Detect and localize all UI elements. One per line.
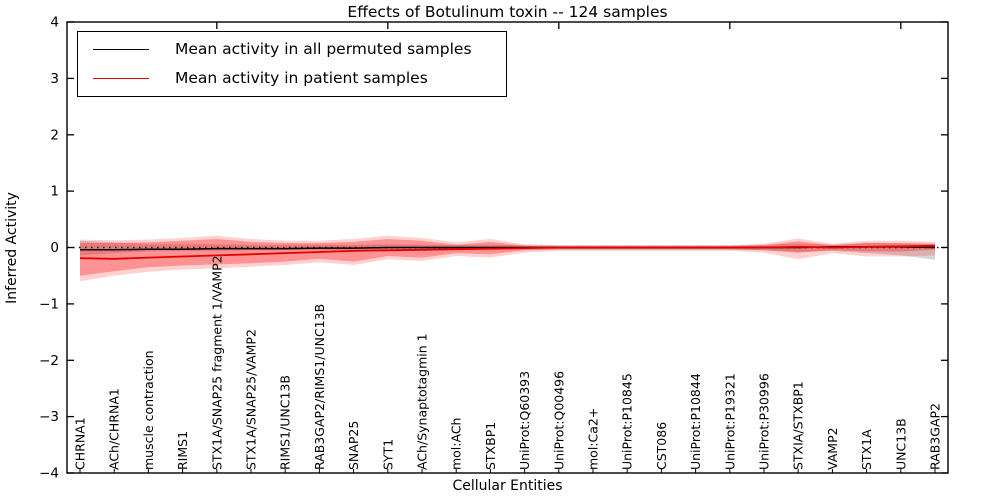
x-category-label: STX1A/SNAP25/VAMP2 xyxy=(244,329,259,470)
y-tick-label: −3 xyxy=(39,409,59,425)
x-category-label: STXIA/STXBP1 xyxy=(791,381,806,470)
x-category-label: CHRNA1 xyxy=(73,417,88,470)
permuted-line-swatch xyxy=(93,49,149,50)
x-category-label: STX1A xyxy=(859,429,874,470)
y-tick-label: 0 xyxy=(50,240,59,256)
x-category-label: ACh/Synaptotagmin 1 xyxy=(415,333,430,470)
x-category-label: UniProt:Q00496 xyxy=(551,371,566,470)
x-category-label: UniProt:P10845 xyxy=(620,373,635,470)
permuted-confidence-band xyxy=(80,240,935,260)
x-category-label: CST086 xyxy=(654,422,669,470)
x-category-label: UniProt:P19321 xyxy=(722,373,737,470)
x-category-label: STX1A/SNAP25 fragment 1/VAMP2 xyxy=(209,255,224,470)
y-tick-label: 1 xyxy=(50,184,59,200)
x-axis-title: Cellular Entities xyxy=(452,478,563,494)
x-category-label: RIMS1/UNC13B xyxy=(278,375,293,470)
legend-item-patient: Mean activity in patient samples xyxy=(78,66,506,92)
y-tick-label: −1 xyxy=(39,296,59,312)
legend-label-patient: Mean activity in patient samples xyxy=(175,68,428,87)
patient-line-swatch xyxy=(93,78,149,79)
x-category-label: muscle contraction xyxy=(141,350,156,470)
x-category-label: UniProt:P30996 xyxy=(757,373,772,470)
x-category-label: ACh/CHRNA1 xyxy=(107,388,122,470)
legend-label-permuted: Mean activity in all permuted samples xyxy=(175,39,472,58)
x-category-label: RAB3GAP2 xyxy=(928,403,943,470)
y-tick-label: 3 xyxy=(50,71,59,87)
x-category-label: SNAP25 xyxy=(346,421,361,470)
y-tick-label: 2 xyxy=(50,127,59,143)
y-tick-label: 4 xyxy=(50,15,59,31)
x-category-label: UNC13B xyxy=(893,418,908,470)
chart-title: Effects of Botulinum toxin -- 124 sample… xyxy=(347,3,668,21)
x-category-label: VAMP2 xyxy=(825,427,840,470)
legend-box: Mean activity in all permuted samples Me… xyxy=(77,31,507,97)
patient-mean-line xyxy=(79,244,936,260)
x-category-label: SYT1 xyxy=(380,439,395,470)
x-category-label: STXBP1 xyxy=(483,422,498,470)
y-tick-label: −4 xyxy=(39,466,59,482)
x-category-label: RIMS1 xyxy=(175,431,190,470)
legend-item-permuted: Mean activity in all permuted samples xyxy=(78,37,506,63)
y-axis-title: Inferred Activity xyxy=(4,192,20,304)
y-tick-label: −2 xyxy=(39,353,59,369)
x-category-label: mol:ACh xyxy=(449,418,464,471)
x-category-label: RAB3GAP2/RIMS1/UNC13B xyxy=(312,304,327,470)
x-category-label: UniProt:Q60393 xyxy=(517,371,532,470)
x-category-label: UniProt:P10844 xyxy=(688,373,703,470)
x-category-label: mol:Ca2+ xyxy=(586,408,601,470)
